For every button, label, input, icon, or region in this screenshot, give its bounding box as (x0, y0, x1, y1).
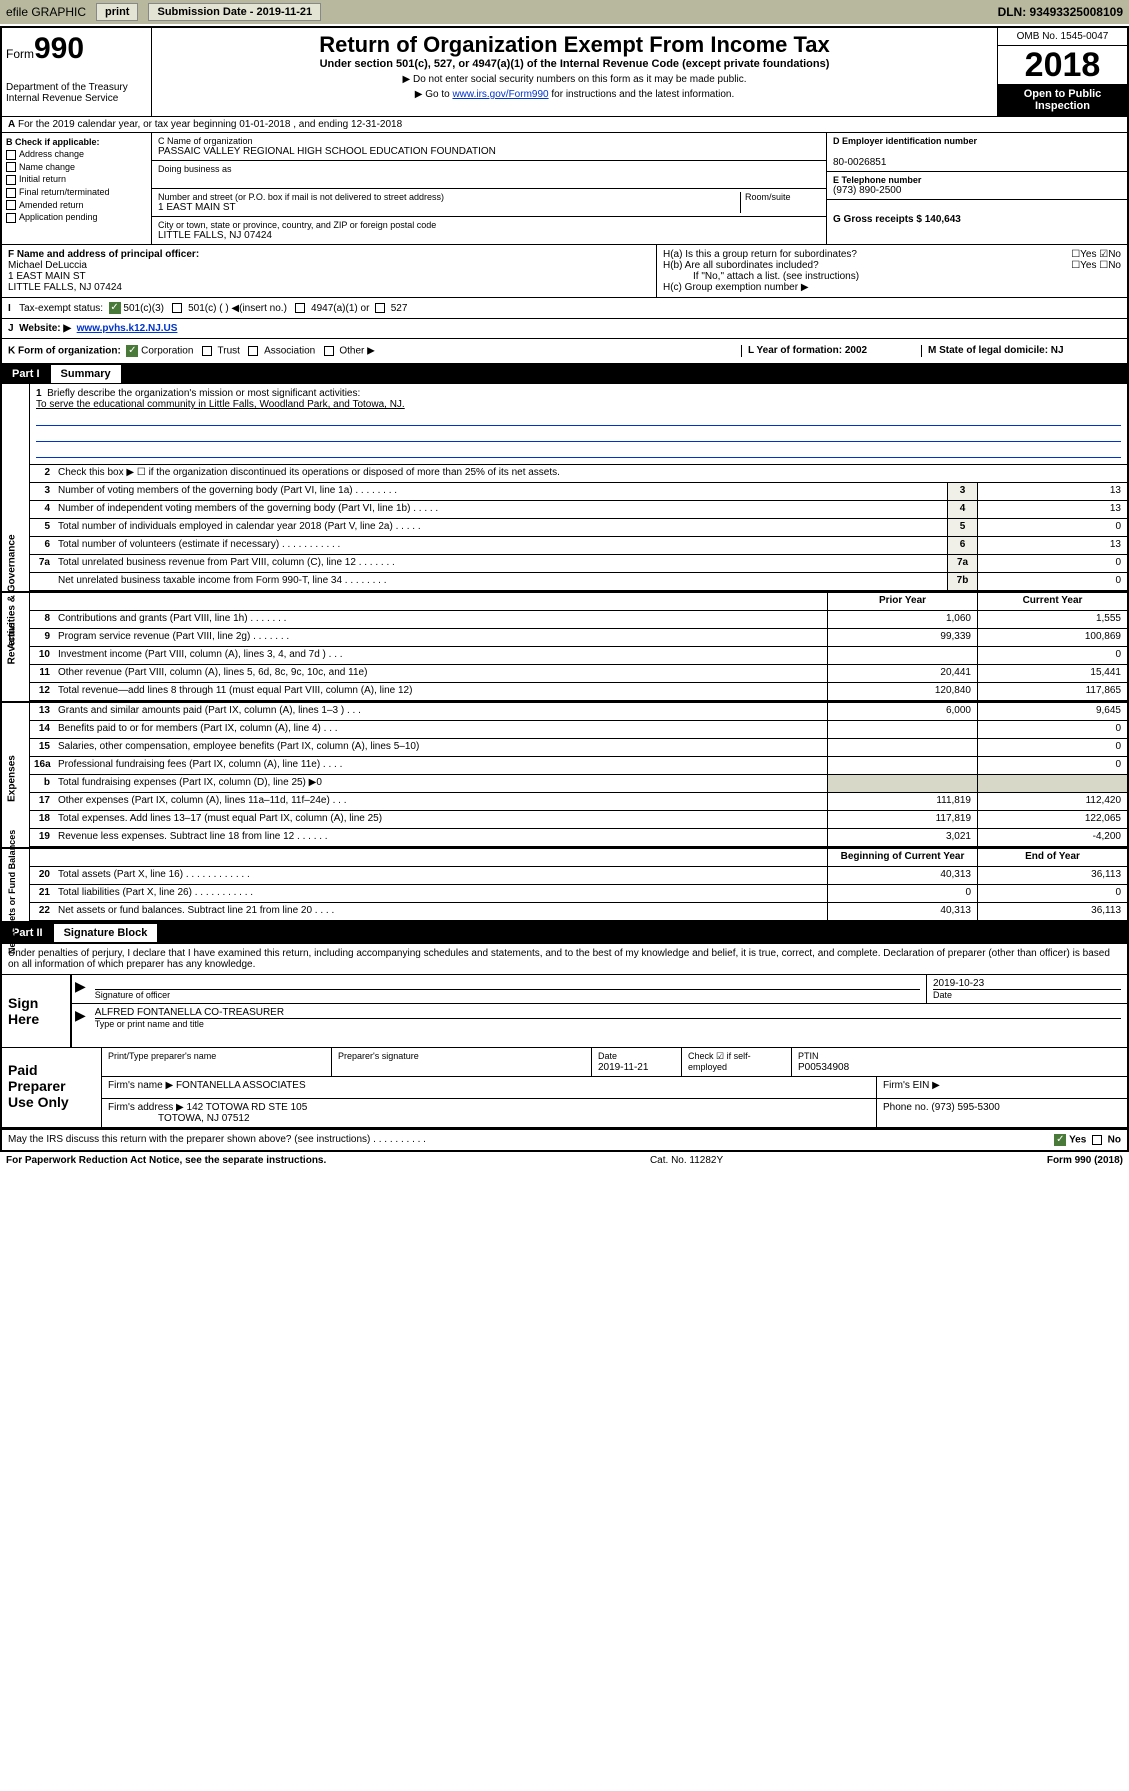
summary-row: 4Number of independent voting members of… (30, 501, 1127, 519)
chk-amended[interactable]: Amended return (6, 200, 147, 211)
expense-row: 15Salaries, other compensation, employee… (30, 739, 1127, 757)
side-net: Net Assets or Fund Balances (7, 834, 17, 954)
revenue-row: 9Program service revenue (Part VIII, lin… (30, 629, 1127, 647)
summary-row: 2Check this box ▶ ☐ if the organization … (30, 465, 1127, 483)
print-button[interactable]: print (96, 3, 138, 21)
revenue: Revenue Prior YearCurrent Year 8Contribu… (2, 593, 1127, 703)
net-assets: Net Assets or Fund Balances Beginning of… (2, 849, 1127, 923)
efile-toolbar: efile GRAPHIC print Submission Date - 20… (0, 0, 1129, 24)
dln: DLN: 93493325008109 (998, 5, 1123, 19)
section-j: J Website: ▶ www.pvhs.k12.NJ.US (2, 319, 1127, 339)
irs-discuss: May the IRS discuss this return with the… (2, 1129, 1127, 1150)
form-header: Form990 Department of the Treasury Inter… (2, 28, 1127, 117)
org-name: PASSAIC VALLEY REGIONAL HIGH SCHOOL EDUC… (158, 146, 820, 157)
open-public: Open to Public Inspection (998, 84, 1127, 116)
expense-row: bTotal fundraising expenses (Part IX, co… (30, 775, 1127, 793)
website-link[interactable]: www.pvhs.k12.NJ.US (77, 323, 178, 334)
tax-year: 2018 (998, 46, 1127, 84)
prep-date: 2019-11-21 (598, 1062, 648, 1073)
org-city: LITTLE FALLS, NJ 07424 (158, 230, 820, 241)
summary-row: 5Total number of individuals employed in… (30, 519, 1127, 537)
gross-receipts: G Gross receipts $ 140,643 (833, 214, 961, 225)
officer-print: ALFRED FONTANELLA CO-TREASURER (95, 1007, 284, 1018)
expense-row: 19Revenue less expenses. Subtract line 1… (30, 829, 1127, 847)
expense-row: 14Benefits paid to or for members (Part … (30, 721, 1127, 739)
officer-address: 1 EAST MAIN ST LITTLE FALLS, NJ 07424 (8, 271, 122, 293)
signature-block: Sign Here ▶ Signature of officer 2019-10… (2, 974, 1127, 1048)
row-a: A For the 2019 calendar year, or tax yea… (2, 117, 1127, 133)
note-1: ▶ Do not enter social security numbers o… (160, 74, 989, 85)
section-b: B Check if applicable: Address change Na… (2, 133, 152, 244)
side-exp: Expenses (7, 729, 18, 829)
revenue-row: 11Other revenue (Part VIII, column (A), … (30, 665, 1127, 683)
section-c: C Name of organizationPASSAIC VALLEY REG… (152, 133, 827, 244)
summary-row: 6Total number of volunteers (estimate if… (30, 537, 1127, 555)
mission-block: 1 Briefly describe the organization's mi… (30, 384, 1127, 465)
summary-row: 7aTotal unrelated business revenue from … (30, 555, 1127, 573)
side-rev: Revenue (7, 594, 18, 694)
firm-address: 142 TOTOWA RD STE 105 (187, 1102, 308, 1113)
revenue-row: 10Investment income (Part VIII, column (… (30, 647, 1127, 665)
part-i-header: Part I Summary (2, 364, 1127, 384)
expense-row: 16aProfessional fundraising fees (Part I… (30, 757, 1127, 775)
summary-row: Net unrelated business taxable income fr… (30, 573, 1127, 591)
org-address: 1 EAST MAIN ST (158, 202, 740, 213)
preparer-block: Paid Preparer Use Only Print/Type prepar… (2, 1048, 1127, 1129)
footer: For Paperwork Reduction Act Notice, see … (0, 1152, 1129, 1169)
section-d: D Employer identification number80-00268… (827, 133, 1127, 244)
section-bc: B Check if applicable: Address change Na… (2, 133, 1127, 245)
expenses: Expenses 13Grants and similar amounts pa… (2, 703, 1127, 849)
submission-date: Submission Date - 2019-11-21 (148, 3, 321, 21)
ein: 80-0026851 (833, 157, 1121, 168)
mission-text: To serve the educational community in Li… (36, 399, 405, 410)
efile-label: efile GRAPHIC (6, 5, 86, 19)
expense-row: 18Total expenses. Add lines 13–17 (must … (30, 811, 1127, 829)
chk-corp[interactable]: ✓ (126, 345, 138, 357)
telephone: (973) 890-2500 (833, 185, 1121, 196)
section-fh: F Name and address of principal officer:… (2, 245, 1127, 298)
chk-initial[interactable]: Initial return (6, 174, 147, 185)
dept-label: Department of the Treasury Internal Reve… (6, 82, 147, 104)
chk-501c3[interactable]: ✓ (109, 302, 121, 314)
chk-yes[interactable]: ✓ (1054, 1134, 1066, 1146)
state-domicile: M State of legal domicile: NJ (928, 345, 1064, 356)
part-ii-header: Part II Signature Block (2, 923, 1127, 943)
omb-number: OMB No. 1545-0047 (998, 28, 1127, 46)
penalties-statement: Under penalties of perjury, I declare th… (2, 943, 1127, 974)
chk-pending[interactable]: Application pending (6, 212, 147, 223)
net-row: 22Net assets or fund balances. Subtract … (30, 903, 1127, 921)
summary: Activities & Governance 1 Briefly descri… (2, 384, 1127, 593)
chk-final[interactable]: Final return/terminated (6, 187, 147, 198)
ptin: P00534908 (798, 1062, 849, 1073)
form-title: Return of Organization Exempt From Incom… (160, 32, 989, 58)
sign-date: 2019-10-23 (933, 978, 984, 989)
chk-address[interactable]: Address change (6, 149, 147, 160)
self-employed-check[interactable]: Check ☑ if self-employed (688, 1051, 751, 1072)
firm-phone: Phone no. (973) 595-5300 (877, 1099, 1127, 1127)
form-subtitle: Under section 501(c), 527, or 4947(a)(1)… (160, 58, 989, 70)
revenue-row: 8Contributions and grants (Part VIII, li… (30, 611, 1127, 629)
section-k: K Form of organization: ✓ Corporation Tr… (2, 339, 1127, 364)
net-row: 21Total liabilities (Part X, line 26) . … (30, 885, 1127, 903)
section-i: I Tax-exempt status: ✓ 501(c)(3) 501(c) … (2, 298, 1127, 319)
firm-name: FONTANELLA ASSOCIATES (176, 1080, 306, 1091)
officer-name: Michael DeLuccia (8, 260, 87, 271)
expense-row: 13Grants and similar amounts paid (Part … (30, 703, 1127, 721)
net-row: 20Total assets (Part X, line 16) . . . .… (30, 867, 1127, 885)
note-2: ▶ Go to www.irs.gov/Form990 for instruct… (160, 89, 989, 100)
chk-name[interactable]: Name change (6, 162, 147, 173)
year-formed: L Year of formation: 2002 (748, 345, 867, 356)
form-number: 990 (34, 32, 84, 65)
irs-link[interactable]: www.irs.gov/Form990 (452, 89, 548, 100)
expense-row: 17Other expenses (Part IX, column (A), l… (30, 793, 1127, 811)
revenue-row: 12Total revenue—add lines 8 through 11 (… (30, 683, 1127, 701)
form-990: Form990 Department of the Treasury Inter… (0, 26, 1129, 1152)
form-label: Form (6, 47, 34, 61)
summary-row: 3Number of voting members of the governi… (30, 483, 1127, 501)
